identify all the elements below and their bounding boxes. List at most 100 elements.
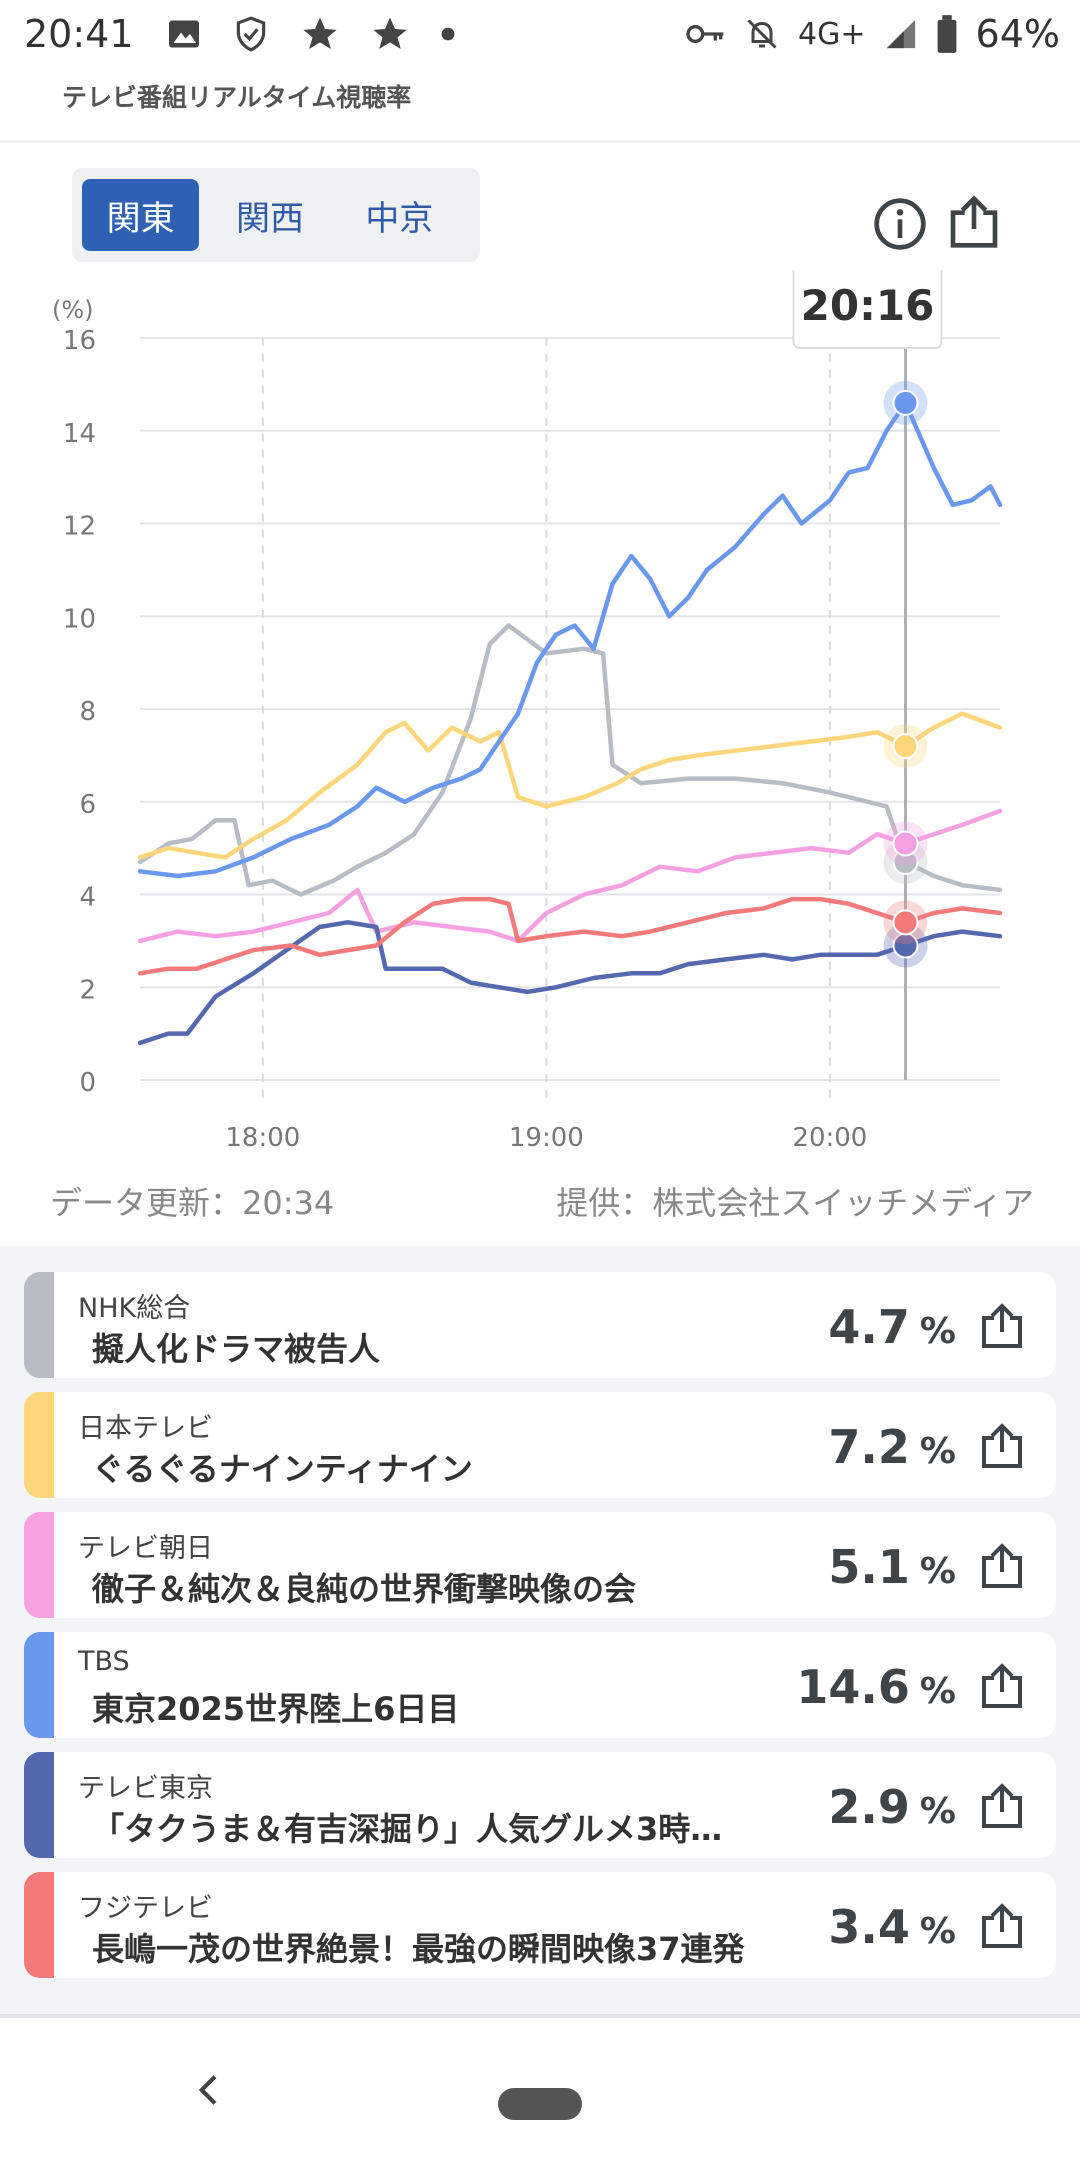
channel-name: テレビ朝日	[78, 1533, 213, 1564]
series-line	[137, 896, 1003, 976]
status-time: 20:41	[24, 12, 134, 56]
y-tick-label: 0	[79, 1068, 96, 1098]
channel-color-bar	[24, 1272, 54, 1378]
program-title: ぐるぐるナインティナイン	[92, 1450, 473, 1488]
tab-kansai[interactable]: 関西	[235, 198, 304, 239]
program-list: NHK総合 擬人化ドラマ被告人 4.7% 日本テレビ ぐるぐるナインティナイン …	[0, 1246, 1080, 2018]
app-title: テレビ番組リアルタイム視聴率	[62, 83, 412, 112]
rating-value: 14.6	[796, 1660, 910, 1714]
rating-unit: %	[919, 1311, 956, 1352]
program-card-fuji-tv[interactable]: フジテレビ 長嶋一茂の世界絶景！最強の瞬間映像37連発 3.4%	[24, 1872, 1056, 1978]
program-card-tbs[interactable]: TBS 東京2025世界陸上6日目 14.6%	[24, 1632, 1056, 1738]
program-title: 「タクうま＆有吉深掘り」人気グルメ3時…	[92, 1810, 723, 1848]
battery-icon	[937, 15, 956, 53]
rating: 4.7%	[828, 1300, 956, 1354]
tab-chukyo[interactable]: 中京	[365, 198, 434, 239]
rating-unit: %	[919, 1671, 956, 1712]
series-line	[137, 711, 1003, 860]
program-title: 擬人化ドラマ被告人	[92, 1330, 381, 1368]
share-icon[interactable]	[978, 1422, 1026, 1470]
back-icon[interactable]	[190, 2070, 230, 2110]
rating-unit: %	[919, 1431, 956, 1472]
star-icon	[303, 17, 337, 49]
rating: 7.2%	[828, 1420, 956, 1474]
ratings-chart[interactable]: 0 2 4 6 8 10 12 14 16(%) 18:00 19:00 20:00 20:16	[0, 270, 1080, 1170]
rating-value: 4.7	[828, 1300, 910, 1354]
y-tick-label: 8	[79, 697, 96, 727]
key-icon	[686, 25, 724, 43]
cursor-marker	[892, 389, 919, 416]
series-line	[137, 623, 1003, 897]
tab-kanto[interactable]: 関東	[82, 179, 200, 251]
status-right: 4G+ 64%	[686, 12, 1060, 56]
signal-icon	[886, 19, 915, 49]
y-tick-label: 16	[63, 326, 96, 356]
rating-unit: %	[919, 1551, 956, 1592]
rating: 5.1%	[828, 1540, 956, 1594]
status-left-icons	[166, 14, 456, 54]
cursor-marker	[892, 733, 919, 760]
y-tick-label: 10	[63, 604, 96, 634]
channel-color-bar	[24, 1392, 54, 1498]
series-line	[137, 920, 1003, 1046]
channel-name: フジテレビ	[78, 1893, 213, 1924]
star-icon	[373, 17, 407, 49]
y-axis-label: (%)	[52, 296, 94, 324]
program-card-nhk[interactable]: NHK総合 擬人化ドラマ被告人 4.7%	[24, 1272, 1056, 1378]
rating-unit: %	[919, 1911, 956, 1952]
info-icon[interactable]	[872, 196, 928, 252]
cursor-time-label: 20:16	[801, 281, 935, 330]
y-tick-label: 12	[63, 512, 96, 542]
rating: 3.4%	[828, 1900, 956, 1954]
x-tick-label: 19:00	[509, 1123, 584, 1153]
header-divider	[0, 140, 1080, 143]
cursor-tooltip	[792, 270, 943, 349]
battery-level: 64%	[975, 12, 1060, 56]
series-line	[137, 808, 1003, 944]
rating: 2.9%	[828, 1780, 956, 1834]
y-tick-label: 4	[79, 883, 96, 913]
channel-color-bar	[24, 1872, 54, 1978]
rating-value: 2.9	[828, 1780, 910, 1834]
rating-value: 7.2	[828, 1420, 910, 1474]
y-tick-label: 6	[79, 790, 96, 820]
program-card-tv-asahi[interactable]: テレビ朝日 徹子＆純次＆良純の世界衝撃映像の会 5.1%	[24, 1512, 1056, 1618]
x-tick-label: 18:00	[225, 1123, 300, 1153]
program-title: 東京2025世界陸上6日目	[92, 1690, 460, 1728]
image-icon	[169, 20, 199, 48]
dot-icon	[441, 27, 455, 41]
bell-off-icon	[747, 19, 777, 49]
x-tick-label: 20:00	[792, 1123, 867, 1153]
channel-name: TBS	[78, 1646, 130, 1677]
channel-name: テレビ東京	[78, 1773, 213, 1804]
share-icon[interactable]	[978, 1902, 1026, 1950]
rating-unit: %	[919, 1791, 956, 1832]
share-icon[interactable]	[978, 1782, 1026, 1830]
data-update-time: データ更新：20:34	[50, 1184, 335, 1222]
network-type: 4G+	[798, 16, 866, 52]
rating-value: 3.4	[828, 1900, 910, 1954]
series-line	[137, 400, 1003, 879]
program-title: 長嶋一茂の世界絶景！最強の瞬間映像37連発	[92, 1930, 745, 1968]
cursor-marker	[892, 830, 919, 857]
y-tick-label: 14	[63, 419, 96, 449]
program-card-ntv[interactable]: 日本テレビ ぐるぐるナインティナイン 7.2%	[24, 1392, 1056, 1498]
channel-color-bar	[24, 1752, 54, 1858]
y-tick-label: 2	[79, 975, 96, 1005]
share-icon[interactable]	[946, 194, 1002, 250]
channel-name: 日本テレビ	[78, 1413, 213, 1444]
data-provider: 提供：株式会社スイッチメディア	[556, 1184, 1034, 1222]
channel-name: NHK総合	[78, 1293, 191, 1324]
rating-value: 5.1	[828, 1540, 910, 1594]
channel-color-bar	[24, 1632, 54, 1738]
cursor-marker	[892, 909, 919, 936]
region-tabs: 関東 関西 中京	[72, 168, 480, 262]
share-icon[interactable]	[978, 1542, 1026, 1590]
share-icon[interactable]	[978, 1302, 1026, 1350]
channel-color-bar	[24, 1512, 54, 1618]
program-title: 徹子＆純次＆良純の世界衝撃映像の会	[92, 1570, 637, 1608]
navigation-bar	[0, 2022, 1080, 2160]
share-icon[interactable]	[978, 1662, 1026, 1710]
home-pill[interactable]	[498, 2088, 582, 2120]
program-card-tv-tokyo[interactable]: テレビ東京 「タクうま＆有吉深掘り」人気グルメ3時… 2.9%	[24, 1752, 1056, 1858]
